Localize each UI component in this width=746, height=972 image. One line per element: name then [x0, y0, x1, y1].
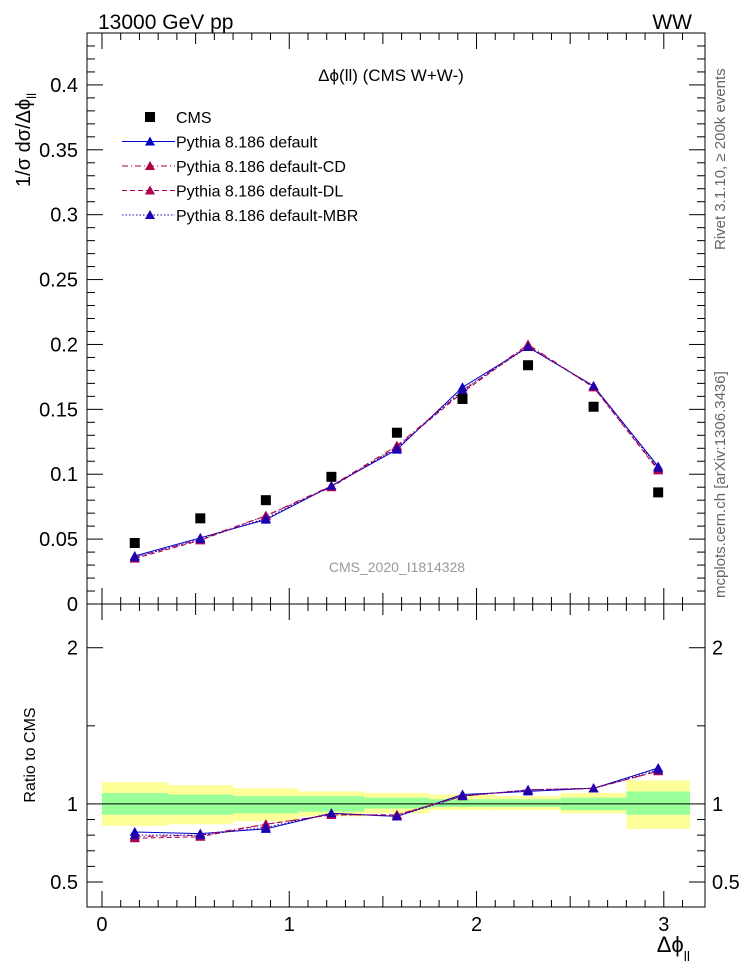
x-axis-title-sub: ll — [684, 948, 690, 964]
y-tick-label: 0.3 — [50, 205, 78, 227]
cms-data-point — [195, 513, 206, 524]
series-line — [134, 345, 659, 560]
y-tick-label: 0.4 — [50, 75, 78, 97]
legend-label: Pythia 8.186 default-MBR — [176, 208, 358, 225]
x-tick-label: 3 — [658, 914, 669, 936]
ratio-series-marker — [588, 783, 599, 793]
ratio-tick-label-right: 1 — [712, 794, 723, 816]
legend-marker-cms — [145, 112, 155, 122]
x-axis-title-main: Δϕ — [657, 932, 684, 957]
ratio-tick-label-right: 2 — [712, 638, 723, 660]
cms-data-point — [129, 538, 140, 549]
ratio-tick-label-left: 1 — [67, 794, 78, 816]
band-inner-bin — [626, 791, 691, 815]
series-marker — [588, 380, 599, 390]
series-marker — [391, 443, 402, 453]
ratio-series-marker — [457, 791, 468, 801]
series-marker — [457, 384, 468, 394]
legend-label: Pythia 8.186 default-CD — [176, 159, 346, 176]
ratio-series-marker — [523, 784, 534, 794]
x-axis-title: Δϕll — [657, 932, 690, 964]
series-group — [129, 339, 664, 843]
legend-marker — [145, 210, 155, 219]
cms-data-point — [260, 495, 271, 506]
ratio-series-marker — [653, 764, 664, 774]
series-marker — [326, 480, 337, 490]
ratio-plot-frame — [86, 603, 706, 908]
legend-marker — [145, 136, 155, 146]
y-tick-label: 0 — [67, 594, 78, 616]
legend: CMS Pythia 8.186 default Pythia 8.186 defa… — [122, 110, 358, 225]
ratio-series-line — [134, 769, 659, 836]
ratio-series-marker — [129, 830, 140, 840]
band-inner-bin — [167, 794, 234, 815]
series-marker — [195, 534, 206, 544]
x-tick-label: 2 — [471, 914, 482, 936]
y-axis-title: 1/σ dσ/Δϕll — [13, 93, 39, 187]
cms-data-point — [653, 487, 664, 498]
y-tick-label: 0.05 — [39, 529, 78, 551]
cms-data-point — [523, 360, 534, 371]
x-tick-label: 1 — [284, 914, 295, 936]
plot-title: Δϕ(ll) (CMS W+W-) — [318, 66, 464, 85]
legend-label: Pythia 8.186 default-DL — [176, 184, 343, 201]
ratio-series-marker — [391, 811, 402, 821]
series-marker — [129, 552, 140, 562]
ratio-tick-label-left: 0.5 — [50, 872, 78, 894]
x-tick-label: 0 — [96, 914, 107, 936]
ratio-series-marker — [326, 808, 337, 818]
series-marker — [523, 342, 534, 352]
band-inner-bin — [429, 799, 496, 808]
y-tick-label: 0.2 — [50, 334, 78, 356]
legend-label: Pythia 8.186 default — [176, 135, 318, 152]
ratio-axis-title: Ratio to CMS — [22, 707, 39, 802]
ratio-tick-label-left: 2 — [67, 638, 78, 660]
legend-label-cms: CMS — [176, 110, 212, 127]
ratio-series-marker — [195, 830, 206, 840]
rivet-label: Rivet 3.1.10, ≥ 200k events — [712, 68, 729, 250]
cms-data-point — [457, 393, 468, 404]
y-tick-label: 0.1 — [50, 464, 78, 486]
y-tick-label: 0.25 — [39, 270, 78, 292]
band-inner-bin — [495, 799, 561, 808]
band-inner-bin — [364, 797, 430, 809]
cms-data-point — [391, 427, 402, 438]
svg-text:1/σ dσ/Δϕll: 1/σ dσ/Δϕll — [13, 93, 39, 187]
axis-ticks: 0 1 2 3 0 0.05 0.1 0.15 0.2 0.25 0.3 0.35 0.4 0.5 0.5 1… — [39, 33, 740, 936]
ratio-tick-label-right: 0.5 — [712, 872, 740, 894]
process-label: WW — [652, 11, 692, 34]
cms-data-point — [588, 401, 599, 412]
series-marker — [653, 462, 664, 472]
y-axis-title-main: 1/σ dσ/Δϕ — [13, 99, 35, 187]
band-inner-bin — [233, 796, 299, 814]
y-axis-title-sub: ll — [24, 93, 39, 99]
cms-data-point — [326, 471, 337, 482]
mcplots-label: mcplots.cern.ch [arXiv:1306.3436] — [712, 371, 729, 598]
analysis-watermark: CMS_2020_I1814328 — [329, 559, 465, 575]
ratio-series-marker — [260, 822, 271, 832]
y-tick-label: 0.15 — [39, 399, 78, 421]
series-marker — [260, 513, 271, 523]
energy-label: 13000 GeV pp — [98, 11, 233, 34]
y-tick-label: 0.35 — [39, 140, 78, 162]
legend-marker — [145, 185, 155, 195]
uncertainty-bands — [101, 780, 691, 829]
legend-marker — [145, 161, 155, 170]
